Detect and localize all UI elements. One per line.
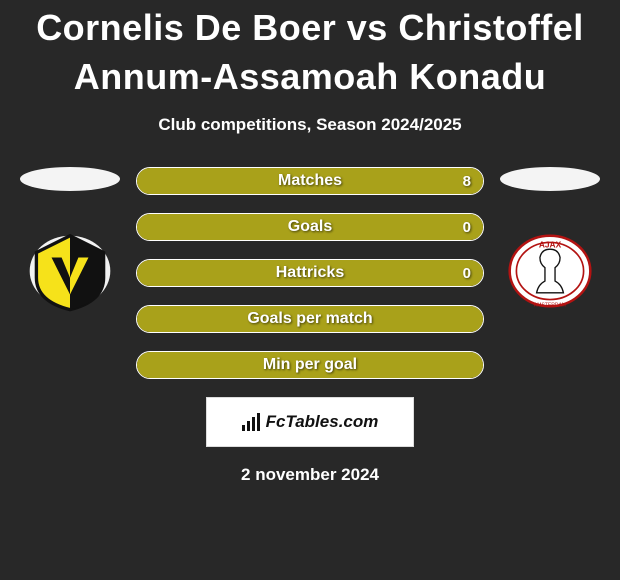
fctables-bars-icon [242, 413, 260, 431]
stat-bar-hattricks: Hattricks 0 [136, 259, 484, 287]
fctables-logo-box: FcTables.com [206, 397, 414, 447]
bar-label: Goals per match [137, 306, 483, 332]
bar-label: Hattricks [137, 260, 483, 286]
left-player-ellipse [20, 167, 120, 191]
left-column [10, 167, 130, 313]
fctables-logo-text: FcTables.com [266, 412, 379, 432]
date-label: 2 november 2024 [241, 465, 379, 485]
right-column: AJAX AMSTERDAM [490, 167, 610, 313]
vvv-venlo-icon [22, 229, 118, 313]
content-root: Cornelis De Boer vs Christoffel Annum-As… [0, 0, 620, 580]
right-player-ellipse [500, 167, 600, 191]
bar-label: Matches [137, 168, 483, 194]
svg-text:AMSTERDAM: AMSTERDAM [534, 302, 566, 308]
comparison-row: Matches 8 Goals 0 Hattricks 0 Goals per … [0, 167, 620, 379]
subtitle: Club competitions, Season 2024/2025 [158, 115, 461, 135]
page-title: Cornelis De Boer vs Christoffel Annum-As… [0, 0, 620, 101]
bar-value: 0 [463, 214, 471, 240]
svg-text:AJAX: AJAX [539, 240, 562, 250]
stat-bar-min-per-goal: Min per goal [136, 351, 484, 379]
stat-bar-goals-per-match: Goals per match [136, 305, 484, 333]
bar-label: Goals [137, 214, 483, 240]
stat-bar-goals: Goals 0 [136, 213, 484, 241]
stat-bar-matches: Matches 8 [136, 167, 484, 195]
bar-value: 0 [463, 260, 471, 286]
bar-value: 8 [463, 168, 471, 194]
bar-label: Min per goal [137, 352, 483, 378]
stat-bars: Matches 8 Goals 0 Hattricks 0 Goals per … [130, 167, 490, 379]
left-club-badge [22, 229, 118, 313]
right-club-badge: AJAX AMSTERDAM [502, 229, 598, 313]
ajax-icon: AJAX AMSTERDAM [502, 229, 598, 313]
